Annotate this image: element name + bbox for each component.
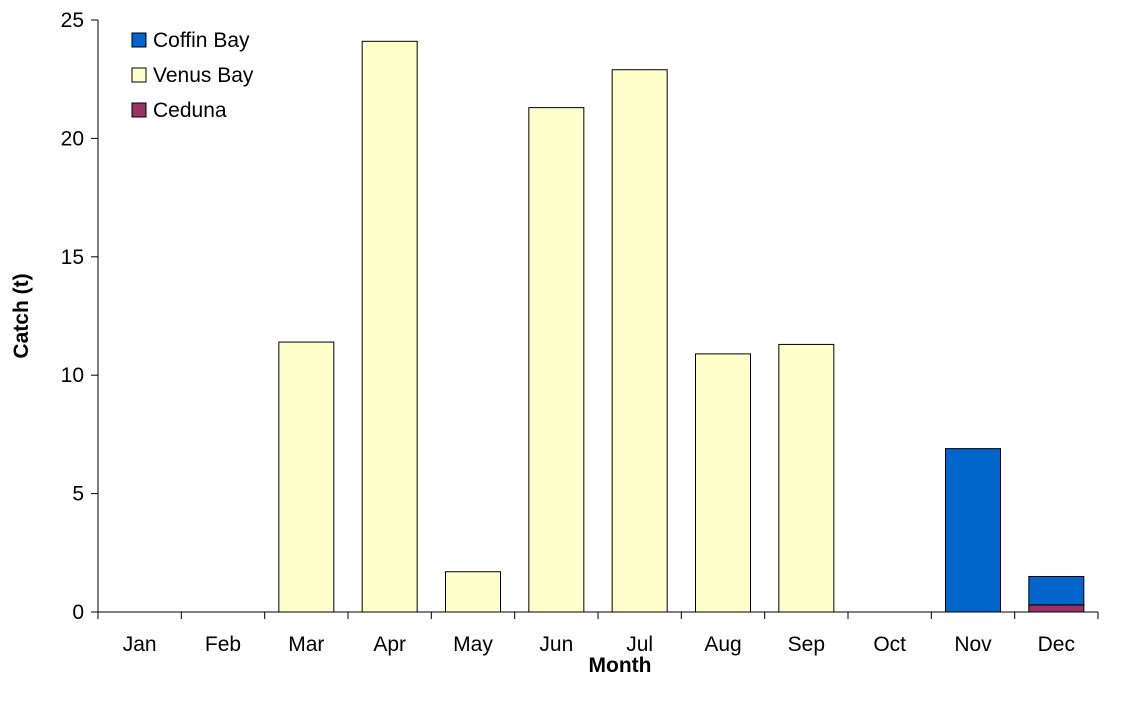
x-tick-label: Dec [1038,633,1075,656]
x-tick-label: Jul [626,633,653,656]
legend-label-venus-bay: Venus Bay [153,64,254,87]
x-tick-label: Jan [123,633,157,656]
bar-coffin-bay-dec [1028,575,1085,606]
y-tick-label: 15 [61,246,84,269]
bar-venus-bay-jul [611,69,668,613]
x-tick-label: Aug [704,633,741,656]
bar-venus-bay-sep [778,343,835,613]
x-tick-label: Mar [288,633,324,656]
x-tick-label: Feb [205,633,241,656]
x-tick-label: Apr [373,633,406,656]
bars-layer [278,40,1085,613]
y-tick-label: 20 [61,127,84,150]
x-tick-label: Sep [788,633,825,656]
legend-label-ceduna: Ceduna [153,99,227,122]
legend-swatch-venus-bay [131,67,147,83]
legend-label-coffin-bay: Coffin Bay [153,29,250,52]
bar-venus-bay-may [445,571,501,613]
y-tick-label: 5 [72,483,84,506]
bar-venus-bay-apr [361,40,418,613]
x-tick-label: May [453,633,493,656]
y-tick-label: 10 [61,364,84,387]
bar-ceduna-dec [1028,604,1085,613]
x-tick-label: Jun [539,633,573,656]
bar-venus-bay-aug [695,353,751,613]
x-axis-title: Month [589,654,652,677]
legend-swatch-ceduna [131,102,147,118]
y-tick-label: 25 [61,9,84,32]
legend: Coffin Bay Venus Bay Ceduna [131,29,254,122]
y-axis-title: Catch (t) [10,273,33,358]
x-tick-label: Nov [954,633,992,656]
y-tick-label: 0 [72,601,84,624]
labels-layer: Month Catch (t) [10,273,651,677]
bar-venus-bay-jun [528,107,585,613]
bar-coffin-bay-nov [945,448,1001,613]
bar-venus-bay-mar [278,341,335,613]
axes-layer: 0 5 10 15 20 25 Jan Feb Mar Apr May Jun Jul Aug Sep Oct… [61,9,1099,656]
x-tick-label: Oct [873,633,906,656]
legend-swatch-coffin-bay [131,32,147,48]
